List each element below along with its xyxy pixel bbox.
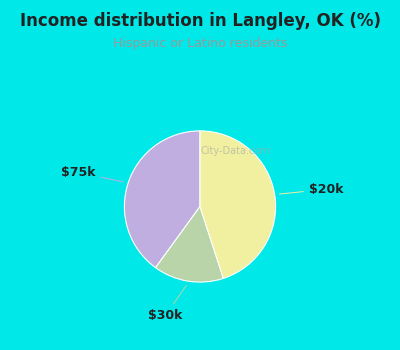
Wedge shape <box>200 131 276 278</box>
Wedge shape <box>124 131 200 268</box>
Text: Hispanic or Latino residents: Hispanic or Latino residents <box>113 37 287 50</box>
Text: Income distribution in Langley, OK (%): Income distribution in Langley, OK (%) <box>20 12 380 30</box>
Wedge shape <box>156 206 223 282</box>
Text: $30k: $30k <box>148 286 186 322</box>
Text: $75k: $75k <box>61 166 123 182</box>
Text: City-Data.com: City-Data.com <box>200 146 270 156</box>
Text: $20k: $20k <box>280 183 343 196</box>
